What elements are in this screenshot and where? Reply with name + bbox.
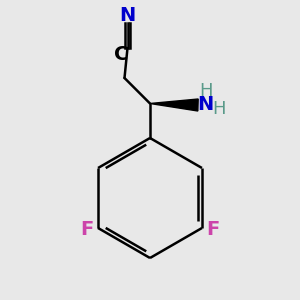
- Text: H: H: [212, 100, 226, 118]
- Text: F: F: [207, 220, 220, 239]
- Text: N: N: [119, 6, 136, 26]
- Text: C: C: [114, 44, 128, 64]
- Polygon shape: [150, 99, 198, 111]
- Text: H: H: [199, 82, 212, 100]
- Text: F: F: [80, 220, 93, 239]
- Text: N: N: [197, 95, 214, 115]
